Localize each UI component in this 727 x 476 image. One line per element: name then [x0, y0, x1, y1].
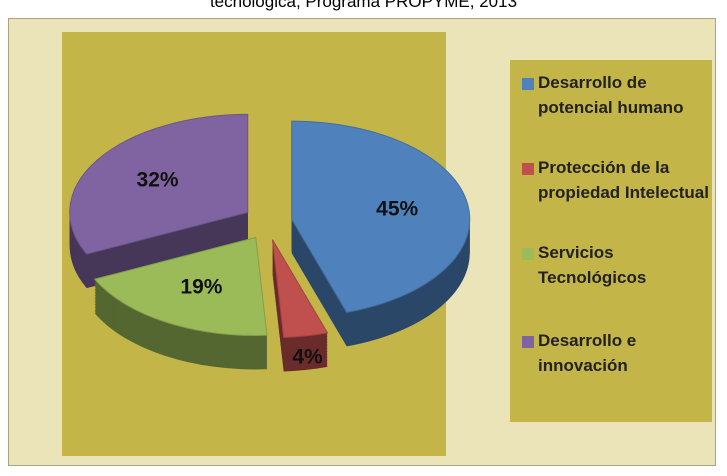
legend-item: Desarrollo e innovación	[522, 328, 712, 378]
slice	[69, 113, 249, 255]
data-label: 32%	[137, 168, 179, 191]
data-label: 4%	[292, 345, 323, 368]
slice	[93, 236, 268, 336]
legend: Desarrollo de potencial humano Protección…	[510, 60, 712, 422]
slice	[272, 239, 329, 339]
chart-title: tecnológica, Programa PROPYME, 2013	[209, 0, 518, 11]
legend-label: Desarrollo de potencial humano	[538, 73, 684, 117]
legend-item: Servicios Tecnológicos	[522, 240, 712, 290]
legend-item: Protección de la propiedad Intelectual	[522, 155, 712, 205]
data-label: 45%	[376, 198, 418, 221]
legend-label: Protección de la propiedad Intelectual	[538, 158, 709, 202]
legend-label: Servicios Tecnológicos	[538, 243, 647, 287]
legend-swatch	[522, 163, 534, 175]
slice	[291, 120, 471, 313]
legend-label: Desarrollo e innovación	[538, 331, 637, 375]
legend-swatch	[522, 248, 534, 260]
legend-item: Desarrollo de potencial humano	[522, 70, 712, 120]
data-label: 19%	[180, 276, 222, 299]
legend-swatch	[522, 78, 534, 90]
legend-swatch	[522, 336, 534, 348]
